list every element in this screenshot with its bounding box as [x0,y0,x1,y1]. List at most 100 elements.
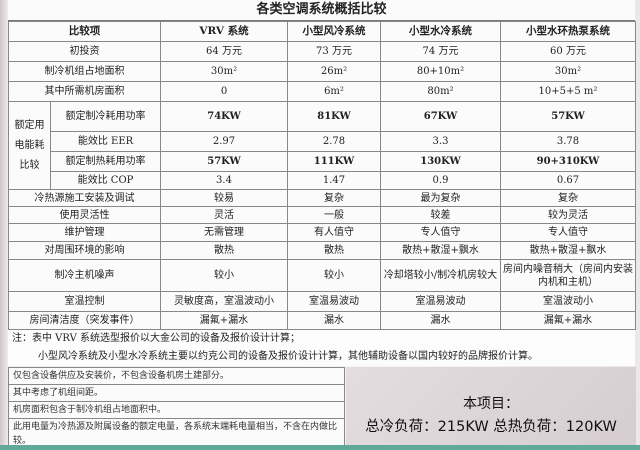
header-cell: 比较项 [8,21,161,42]
table-cell: 10+5+5 m² [500,81,636,102]
table-cell: 一般 [287,206,381,224]
footnote: 此用电量为冷热源及附属设备的额定电量，各系统末端耗电量相当，不含在内做比较。 [8,419,345,450]
header-cell: 小型水环热泵系统 [500,21,636,42]
table-cell: 3.78 [500,131,636,152]
project-loads: 总冷负荷：215KW 总热负荷：120KW [365,419,617,435]
table-cell: 81KW [287,101,381,132]
table-cell: 室温波动小 [500,291,636,312]
table-cell: 74 万元 [380,41,501,62]
table-cell: 2.97 [160,131,288,152]
table-cell: 67KW [380,101,501,132]
table-cell: 80m² [380,81,501,102]
table-cell: 74KW [160,101,288,132]
table-cell: 漏水 [287,311,381,330]
table-cell: 57KW [500,101,636,132]
header-cell: 小型水冷系统 [380,21,501,42]
table-cell: 0 [160,81,288,102]
bottom-bar [0,445,640,450]
group-label: 额定用电能耗比较 [8,101,51,190]
table-cell: 80+10m² [380,61,501,82]
table-cell: 漏氟+漏水 [160,311,288,330]
table-cell: 室温控制 [8,291,161,312]
footnote: 其中考虑了机组间距。 [8,385,345,402]
footnotes: 仅包含设备供应及安装价，不包含设备机房土建部分。 其中考虑了机组间距。 机房面积… [8,367,345,450]
table-cell: 3.4 [160,171,288,190]
table-cell: 无需管理 [160,223,288,242]
table-row: 其中所需机房面积 0 6m² 80m² 10+5+5 m² [8,81,636,102]
table-cell: 能效比 EER [50,131,161,152]
table-title: 各类空调系统概括比较 [8,0,635,21]
table-cell: 能效比 COP [50,171,161,190]
table-cell: 111KW [287,151,381,172]
table-cell: 散热 [160,241,288,260]
table-cell: 130KW [380,151,501,172]
table-cell: 30m² [500,61,636,82]
table-row: 初投资 64 万元 73 万元 74 万元 60 万元 [8,41,636,62]
table-row: 制冷主机噪声 较小 较小 冷却塔较小/制冷机房较大 房间内噪音稍大（房间内安装内机和主机… [8,259,636,292]
table-cell: 30m² [160,61,288,82]
table-cell: 散热+散湿+飘水 [380,241,501,260]
footnote: 仅包含设备供应及安装价，不包含设备机房土建部分。 [8,367,345,385]
table-cell: 最为复杂 [380,189,501,207]
table-cell: 制冷机组占地面积 [8,61,161,82]
table-cell: 对周围环境的影响 [8,241,161,260]
table-cell: 冷却塔较小/制冷机房较大 [380,259,501,292]
table-cell: 较差 [380,206,501,224]
table-cell: 3.3 [380,131,501,152]
project-summary: 本项目： 总冷负荷：215KW 总热负荷：120KW [346,367,636,445]
table-row: 制冷机组占地面积 30m² 26m² 80+10m² 30m² [8,61,636,82]
table-row: 额定用电能耗比较 额定制冷耗用功率 74KW 81KW 67KW 57KW [8,101,636,190]
table-cell: 较小 [160,259,288,292]
table-cell: 1.47 [287,171,381,190]
table-row: 房间清洁度（突发事件） 漏氟+漏水 漏水 漏水 漏氟+漏水 [8,311,636,330]
comparison-sheet: 各类空调系统概括比较 比较项 VRV 系统 小型风冷系统 小型水冷系统 小型水环热泵系统… [8,0,636,330]
table-row: 对周围环境的影响 散热 散热 散热+散湿+飘水 散热+散湿+飘水 [8,241,636,260]
table-cell: 室温易波动 [380,291,501,312]
table-row: 比较项 VRV 系统 小型风冷系统 小型水冷系统 小型水环热泵系统 [8,21,636,42]
table-row: 冷热源施工安装及调试 较易 复杂 最为复杂 复杂 [8,189,636,207]
table-cell: 复杂 [500,189,636,207]
table-cell: 有人值守 [287,223,381,242]
table-row: 额定制热耗用功率 57KW 111KW 130KW 90+310KW [9,151,636,172]
table-cell: 灵敏度高，室温波动小 [160,291,288,312]
table-cell: 房间内噪音稍大（房间内安装内机和主机） [500,259,636,292]
note-line: 注：表中 VRV 系统选型报价以大金公司的设备及报价设计计算； [12,333,300,344]
table-cell: 初投资 [8,41,161,62]
table-cell: 90+310KW [500,151,636,172]
table-cell: 6m² [287,81,381,102]
table-cell: 专人值守 [380,223,501,242]
table-row: 能效比 EER 2.97 2.78 3.3 3.78 [9,131,636,152]
table-cell: 漏水 [380,311,501,330]
table-cell: 专人值守 [500,223,636,242]
table-cell: 64 万元 [160,41,288,62]
table-row: 使用灵活性 灵活 一般 较差 较为灵活 [8,206,636,224]
table-cell: 使用灵活性 [8,206,161,224]
comparison-table: 比较项 VRV 系统 小型风冷系统 小型水冷系统 小型水环热泵系统 初投资 64 万元 73 … [8,21,636,330]
table-cell: 较小 [287,259,381,292]
table-cell: 维护管理 [8,223,161,242]
notes: 注：表中 VRV 系统选型报价以大金公司的设备及报价设计计算； 小型风冷系统及小… [8,330,635,366]
table-cell: 较易 [160,189,288,207]
table-cell: 灵活 [160,206,288,224]
table-cell: 额定制冷耗用功率 [50,101,161,132]
table-cell: 室温易波动 [287,291,381,312]
table-cell: 制冷主机噪声 [8,259,161,292]
table-cell: 0.67 [500,171,636,190]
table-row: 能效比 COP 3.4 1.47 0.9 0.67 [9,171,636,190]
table-cell: 0.9 [380,171,501,190]
table-cell: 房间清洁度（突发事件） [8,311,161,330]
table-cell: 其中所需机房面积 [8,81,161,102]
table-cell: 60 万元 [500,41,636,62]
table-row: 维护管理 无需管理 有人值守 专人值守 专人值守 [8,223,636,242]
table-cell: 散热 [287,241,381,260]
table-cell: 散热+散湿+飘水 [500,241,636,260]
note-line: 小型风冷系统及小型水冷系统主要以约克公司的设备及报价设计计算，其他辅助设备以国内… [38,351,538,362]
table-row: 室温控制 灵敏度高，室温波动小 室温易波动 室温易波动 室温波动小 [8,291,636,312]
table-cell: 较为灵活 [500,206,636,224]
project-title: 本项目： [463,396,519,412]
header-cell: 小型风冷系统 [287,21,381,42]
table-cell: 2.78 [287,131,381,152]
table-cell: 57KW [160,151,288,172]
table-cell: 26m² [287,61,381,82]
